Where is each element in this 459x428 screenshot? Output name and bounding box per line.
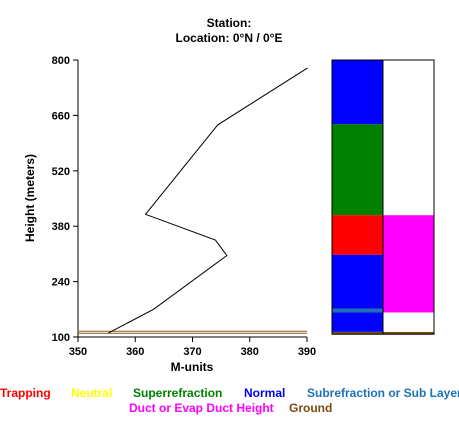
panel-left-band [332,215,383,255]
x-axis-label: M-units [171,360,214,374]
y-tick-label: 100 [52,332,70,344]
panel-right-band [383,331,434,335]
legend-item: Superrefraction [133,386,222,400]
m-profile-line [108,67,308,334]
legend: Trapping Neutral Superrefraction Normal Subr… [0,386,459,415]
legend-item: Ground [289,401,332,415]
y-tick-label: 660 [52,110,70,122]
y-axis-label: Height (meters) [23,154,37,242]
panel-left-band [332,60,383,125]
panel-left-band [332,308,383,313]
x-tick-label: 370 [183,346,201,358]
panel-left-band [332,254,383,309]
legend-item: Duct or Evap Duct Height [129,401,274,415]
panel-right-band [383,312,434,332]
plot-area: 100 240 380 520 660 800 350 360 370 380 390 [52,55,317,358]
legend-item: Normal [244,386,285,400]
x-tick-label: 390 [298,346,316,358]
ducting-panel [331,59,435,335]
station-label: Station: [207,16,252,30]
y-tick-label: 240 [52,277,70,289]
y-tick-label: 800 [52,55,70,67]
panel-left-band [332,312,383,332]
panel-right-band [383,215,434,313]
x-tick-label: 350 [69,346,87,358]
panel-left-band [332,124,383,216]
legend-item: Subrefraction or Sub Layer [307,386,459,400]
legend-item: Trapping [0,386,51,400]
legend-item: Neutral [71,386,112,400]
y-tick-label: 380 [52,221,70,233]
panel-right-band [383,60,434,216]
x-tick-label: 360 [126,346,144,358]
location-label: Location: 0°N / 0°E [176,31,283,45]
y-tick-label: 520 [52,166,70,178]
x-tick-label: 380 [241,346,259,358]
panel-left-band [332,331,383,335]
